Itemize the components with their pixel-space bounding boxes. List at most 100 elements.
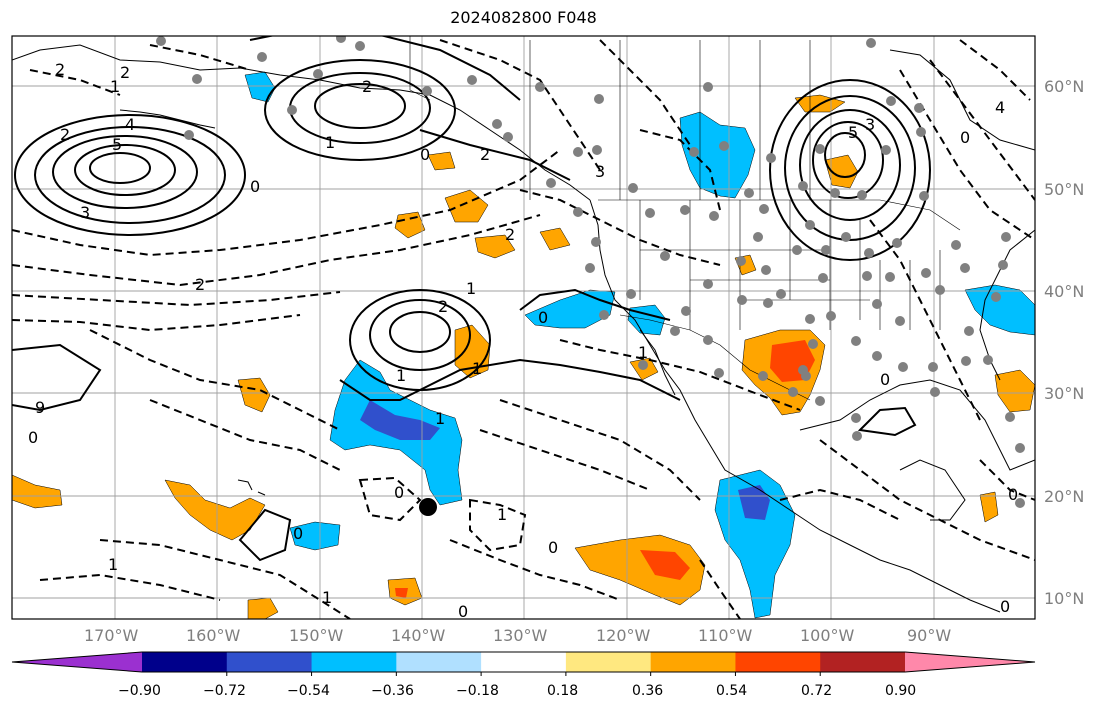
high-alaska-3 — [314, 83, 406, 129]
dashed-28 — [699, 559, 741, 619]
dashed-6 — [149, 399, 341, 471]
lon-label: 150°W — [289, 626, 344, 645]
contour-label: 0 — [1000, 597, 1010, 616]
lon-label: 110°W — [698, 626, 753, 645]
colorbar-segment — [735, 652, 821, 672]
dashed-17 — [599, 39, 701, 161]
contour-label: 0 — [1008, 485, 1018, 504]
contour-label: 1 — [435, 409, 445, 428]
contour-label: 2 — [362, 77, 372, 96]
contour-label: 1 — [638, 343, 648, 362]
contour-label: 2 — [438, 297, 448, 316]
border-us-canada — [598, 199, 961, 231]
province-lines — [529, 40, 811, 200]
contour-label: 2 — [195, 275, 205, 294]
high-central-3 — [389, 311, 451, 353]
contours-solid — [12, 36, 931, 562]
contour-1-alaska — [249, 36, 521, 101]
colorbar-tick-label: 0.54 — [716, 683, 748, 699]
fill-blue-mexico — [714, 469, 796, 619]
fill-orange-caribbean — [979, 491, 999, 523]
dashed-21 — [869, 219, 981, 421]
colorbar-tick-label: −0.18 — [456, 683, 499, 699]
contour-0-socal — [519, 288, 671, 321]
dashed-2 — [12, 214, 541, 287]
coast-hawaii — [237, 479, 266, 496]
map-plot-area — [12, 36, 1035, 619]
fill-orange-pacific4 — [427, 151, 456, 171]
fill-orange-pacific3 — [474, 234, 516, 259]
coast-yucatan — [899, 459, 966, 521]
colorbar-tick-label: 0.90 — [885, 683, 917, 699]
dashed-13 — [479, 429, 651, 491]
lat-label: 30°N — [1044, 384, 1085, 403]
dashed-20 — [899, 69, 1035, 241]
contour-label: 2 — [480, 145, 490, 164]
lon-label: 120°W — [596, 626, 651, 645]
high-canada-5 — [824, 132, 866, 178]
anomaly-fills — [12, 71, 1035, 619]
lon-label: 130°W — [493, 626, 548, 645]
contour-label: 0 — [420, 145, 430, 164]
fill-red-pacific-south — [640, 550, 690, 580]
dashed-10 — [39, 573, 221, 601]
contour-label: 0 — [394, 483, 404, 502]
colorbar — [11, 651, 1036, 676]
lat-label: 10°N — [1044, 589, 1085, 608]
dashed-25 — [29, 69, 121, 96]
contour-label: 0 — [250, 177, 260, 196]
contour-label: 0 — [880, 370, 890, 389]
colorbar-segment — [650, 652, 736, 672]
storm-center-marker — [419, 498, 437, 516]
contour-0-north — [419, 129, 571, 181]
high-canada-3 — [799, 109, 901, 221]
map-title: 2024082800 F048 — [450, 8, 597, 27]
contour-label: 1 — [396, 366, 406, 385]
fill-orange-pacific2 — [394, 211, 426, 239]
contour-0-hawaii — [238, 508, 292, 562]
colorbar-tick-label: 0.36 — [632, 683, 664, 699]
contour-0-west — [12, 343, 102, 412]
colorbar-tick-label: −0.54 — [287, 683, 330, 699]
colorbar-segment — [396, 652, 482, 672]
high-central-2 — [369, 299, 471, 371]
contour-0-gulf — [857, 406, 917, 437]
station-dots — [156, 36, 1025, 508]
coast-baja — [639, 329, 676, 396]
fill-orange-canada — [824, 154, 859, 189]
fill-blue-alaska — [244, 71, 276, 103]
coast-hudson — [889, 49, 1035, 151]
contour-label: 4 — [995, 98, 1005, 117]
fill-darkblue-central — [360, 400, 440, 440]
lon-label: 140°W — [391, 626, 446, 645]
dashed-27 — [779, 488, 901, 521]
fill-blue-east — [964, 284, 1035, 336]
fill-orange-south-west — [247, 597, 279, 619]
lat-label: 60°N — [1044, 77, 1085, 96]
contour-label: 1 — [325, 133, 335, 152]
high-canada-1 — [769, 79, 931, 261]
contour-label: 3 — [865, 115, 875, 134]
contour-label: 1 — [110, 77, 120, 96]
contour-label: 1 — [322, 588, 332, 607]
dashed-23 — [979, 459, 1035, 501]
high-aleutian-3 — [52, 135, 198, 209]
contour-label: 1 — [497, 505, 507, 524]
coast-alaska — [12, 44, 591, 201]
fill-orange-hawaii-west — [164, 479, 266, 541]
contour-label: 2 — [60, 125, 70, 144]
fill-orange-gulf — [994, 369, 1035, 413]
fill-blue-west — [289, 521, 341, 551]
high-aleutian-5 — [89, 152, 151, 184]
contour-label: 0 — [293, 524, 303, 543]
high-aleutian-4 — [74, 144, 176, 196]
dashed-11 — [449, 539, 621, 601]
high-canada-4 — [812, 121, 884, 199]
lat-label: 50°N — [1044, 180, 1085, 199]
colorbar-segment — [311, 652, 397, 672]
contour-label: 9 — [35, 398, 45, 417]
colorbar-segment — [481, 652, 567, 672]
dashed-7 — [358, 476, 422, 522]
colorbar-tick-label: −0.90 — [118, 683, 161, 699]
